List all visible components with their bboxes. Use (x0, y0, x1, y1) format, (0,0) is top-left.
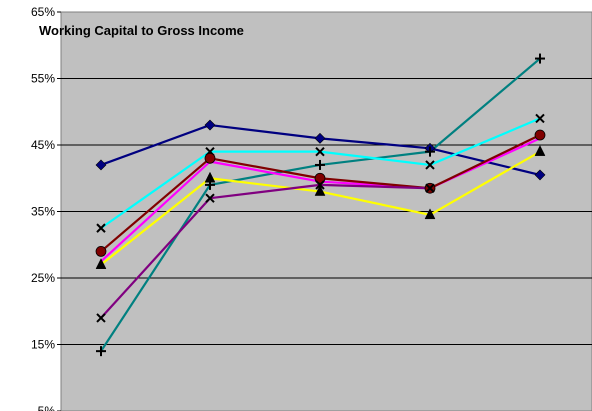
data-point-marker (205, 193, 215, 203)
data-point-marker (315, 159, 325, 170)
data-point-marker (424, 208, 436, 220)
data-point-marker (425, 160, 435, 170)
y-tick-label: 45% (31, 138, 55, 152)
y-tick-label: 5% (38, 404, 56, 411)
data-point-marker (425, 146, 435, 157)
data-point-marker (535, 53, 545, 64)
data-point-marker (204, 171, 216, 183)
data-point-marker (534, 129, 546, 141)
data-point-marker (95, 159, 107, 171)
data-point-marker (315, 180, 325, 190)
data-point-marker (425, 183, 435, 193)
data-point-marker (96, 313, 106, 323)
chart-title: Working Capital to Gross Income (39, 23, 244, 38)
data-point-marker (314, 184, 326, 196)
y-axis-ticks: 5% 15% 25% 35% 45% 55% 65% (31, 5, 61, 411)
data-point-marker (314, 172, 326, 184)
y-tick-label: 25% (31, 271, 55, 285)
data-point-marker (204, 119, 216, 131)
series-markers (95, 53, 546, 357)
data-point-marker (96, 346, 106, 357)
data-point-marker (96, 223, 106, 233)
data-point-marker (315, 146, 325, 157)
data-point-marker (204, 152, 216, 164)
y-tick-label: 65% (31, 5, 55, 19)
data-point-marker (535, 113, 545, 124)
data-point-marker (534, 145, 546, 156)
y-tick-label: 35% (31, 205, 55, 219)
series-line-7 (100, 183, 431, 319)
data-point-marker (95, 245, 107, 257)
data-point-marker (534, 169, 546, 181)
y-tick-label: 15% (31, 338, 55, 352)
data-point-marker (314, 132, 326, 144)
y-tick-label: 55% (31, 72, 55, 86)
gridlines (61, 78, 592, 345)
data-point-marker (95, 258, 107, 269)
